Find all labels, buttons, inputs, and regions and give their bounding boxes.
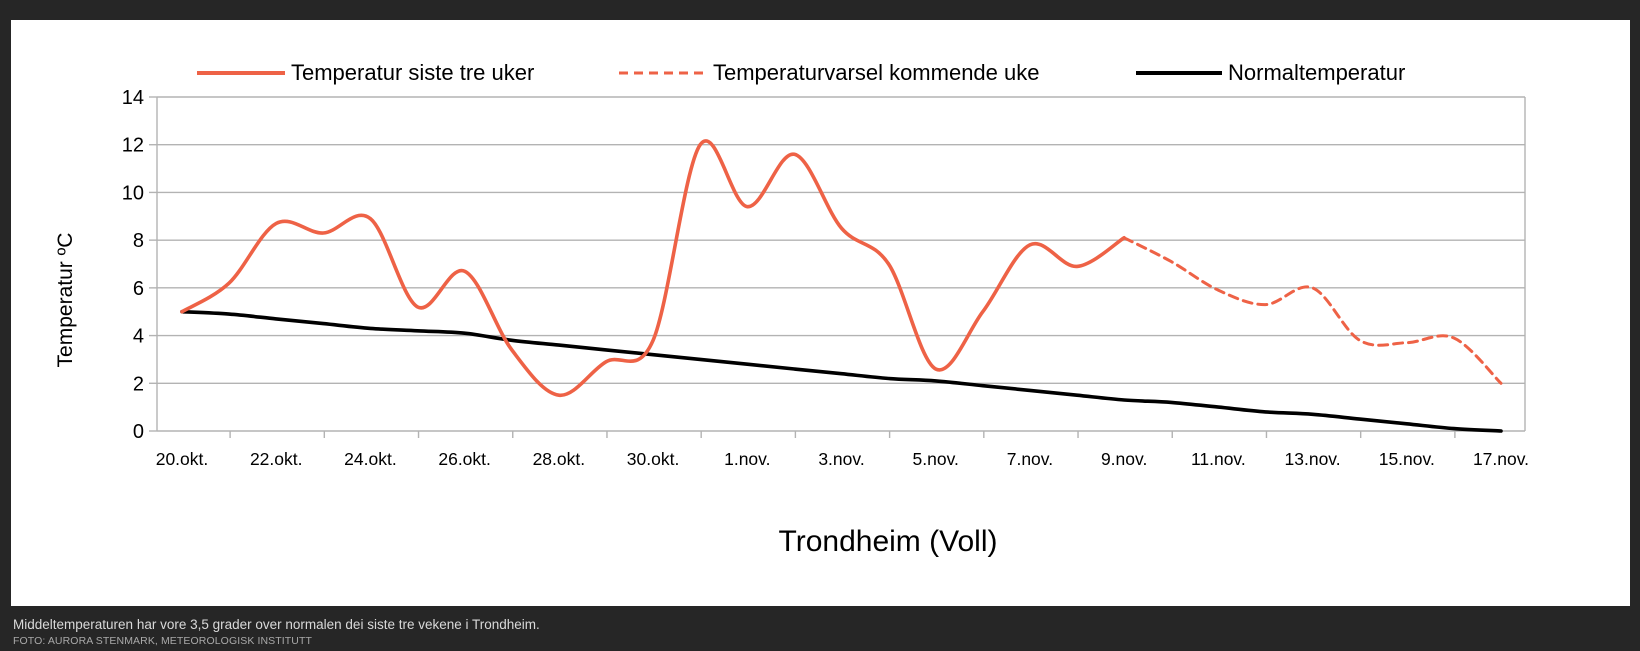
y-tick-label: 6 xyxy=(133,278,144,300)
x-tick-label: 7.nov. xyxy=(1007,449,1053,469)
y-tick-label: 2 xyxy=(133,373,144,395)
x-tick-label: 17.nov. xyxy=(1473,449,1529,469)
y-tick-label: 0 xyxy=(133,421,144,443)
series-layer xyxy=(180,139,1503,433)
temperature-chart: 0 2 4 6 8 10 12 14 20.okt. 22.okt. 24.okt. 26.okt. 2… xyxy=(54,60,1529,558)
x-tick-label: 13.nov. xyxy=(1285,449,1341,469)
y-tick-label: 10 xyxy=(122,182,144,204)
y-tick-label: 12 xyxy=(122,135,144,157)
x-axis-label: Trondheim (Voll) xyxy=(779,525,998,558)
y-tick-label: 4 xyxy=(133,326,144,348)
photo-credit: FOTO: AURORA STENMARK, METEOROLOGISK INS… xyxy=(13,635,313,647)
observed-temperature-line xyxy=(180,139,1126,398)
x-tick-label: 28.okt. xyxy=(533,449,586,469)
y-axis-label: Temperatur ºC xyxy=(54,233,77,368)
axis-layer: 0 2 4 6 8 10 12 14 20.okt. 22.okt. 24.okt. 26.okt. 2… xyxy=(122,87,1529,469)
legend-label: Normaltemperatur xyxy=(1228,60,1405,85)
x-tick-label: 1.nov. xyxy=(724,449,770,469)
x-tick-label: 26.okt. xyxy=(438,449,491,469)
x-tick-label: 3.nov. xyxy=(818,449,864,469)
normal-temperature-line xyxy=(180,309,1503,433)
x-tick-label: 5.nov. xyxy=(913,449,959,469)
x-tick-label: 11.nov. xyxy=(1191,449,1246,469)
legend-label: Temperatur siste tre uker xyxy=(291,60,534,85)
photo-caption: Middeltemperaturen har vore 3,5 grader o… xyxy=(13,617,540,632)
x-tick-label: 22.okt. xyxy=(250,449,303,469)
x-tick-label: 15.nov. xyxy=(1379,449,1435,469)
y-tick-label: 14 xyxy=(122,87,144,109)
forecast-temperature-line xyxy=(1122,236,1503,385)
legend: Temperatur siste tre uker Temperaturvarse… xyxy=(197,60,1405,85)
y-tick-label: 8 xyxy=(133,230,144,252)
grid-layer xyxy=(157,96,1525,432)
chart-panel: 0 2 4 6 8 10 12 14 20.okt. 22.okt. 24.okt. 26.okt. 2… xyxy=(11,20,1630,606)
top-strip xyxy=(0,0,1640,20)
x-tick-label: 9.nov. xyxy=(1101,449,1147,469)
x-tick-label: 20.okt. xyxy=(156,449,209,469)
x-tick-label: 24.okt. xyxy=(344,449,397,469)
x-tick-label: 30.okt. xyxy=(627,449,680,469)
legend-label: Temperaturvarsel kommende uke xyxy=(713,60,1039,85)
